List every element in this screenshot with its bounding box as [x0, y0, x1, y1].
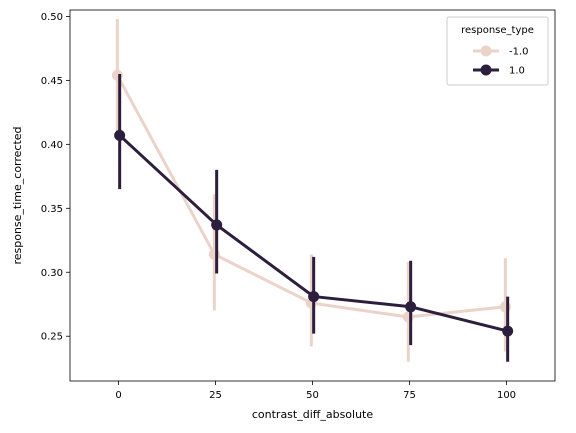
legend-title: response_type	[461, 25, 534, 36]
y-tick-label: 0.40	[41, 140, 63, 151]
data-point	[405, 301, 417, 313]
y-tick-label: 0.45	[41, 76, 63, 87]
axes-layer: 0 25 50 75 100 0.25 0.30 0.35 0.40 0.45 0.50	[41, 9, 556, 401]
y-tick-label: 0.25	[41, 332, 63, 343]
legend: response_type -1.0 1.0	[446, 16, 549, 86]
x-tick-label: 75	[403, 390, 416, 401]
data-point	[402, 311, 414, 323]
y-axis-label: response_time_corrected	[11, 126, 24, 264]
data-point	[114, 129, 126, 141]
y-tick-label: 0.30	[41, 268, 63, 279]
legend-label: -1.0	[509, 47, 529, 58]
y-tick-label: 0.50	[41, 12, 63, 23]
data-point	[308, 291, 320, 303]
data-point	[502, 325, 514, 337]
series-layer	[111, 18, 514, 362]
legend-entry-0: -1.0	[473, 45, 529, 58]
data-point	[499, 301, 511, 313]
legend-entry-1: 1.0	[473, 64, 525, 77]
legend-entries: -1.0 1.0	[473, 45, 529, 77]
data-point	[208, 248, 220, 260]
y-tick-label: 0.35	[41, 204, 63, 215]
legend-marker	[480, 45, 492, 57]
legend-label: 1.0	[509, 66, 525, 77]
x-axis-label: contrast_diff_absolute	[252, 408, 374, 421]
data-point	[211, 219, 223, 231]
x-tick-label: 0	[115, 390, 121, 401]
x-tick-label: 100	[497, 390, 516, 401]
series-1	[114, 73, 514, 362]
x-tick-label: 50	[306, 390, 319, 401]
x-tick-label: 25	[209, 390, 222, 401]
legend-marker	[480, 64, 492, 76]
data-point	[111, 69, 123, 81]
